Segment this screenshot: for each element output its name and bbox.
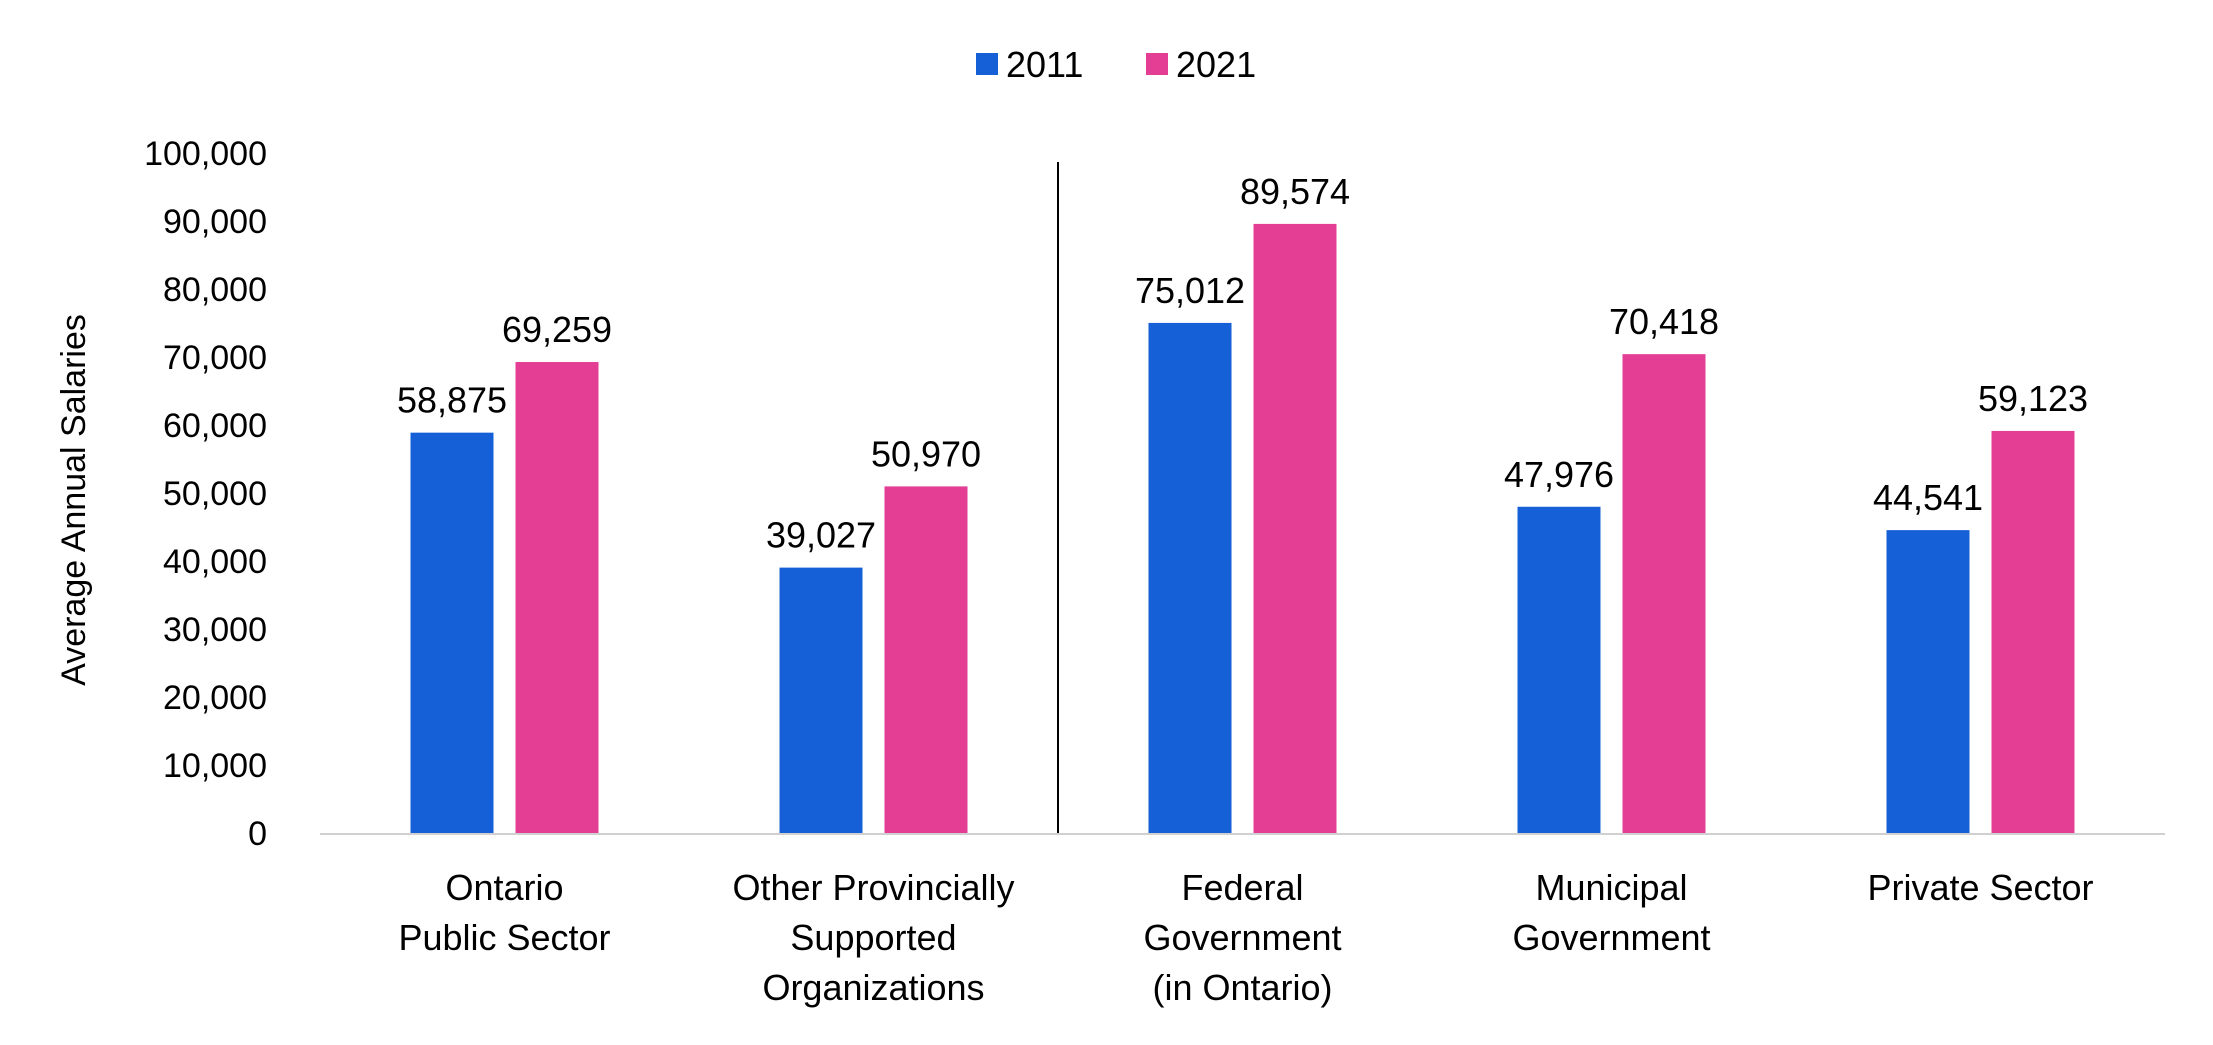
- y-tick-label: 70,000: [163, 339, 267, 377]
- x-category-label: Other Provincially Supported Organizations: [732, 867, 1014, 1008]
- y-tick-label: 30,000: [163, 611, 267, 649]
- x-category-label-line: Municipal: [1535, 867, 1687, 908]
- data-label: 70,418: [1609, 301, 1719, 342]
- x-category-label-line: Private Sector: [1867, 867, 2093, 908]
- data-label: 47,976: [1504, 454, 1614, 495]
- legend-label-2021: 2021: [1176, 44, 1256, 85]
- bar-2021: [1253, 223, 1337, 834]
- bar-2011: [1148, 322, 1232, 833]
- bars: [410, 223, 2075, 834]
- y-axis-ticks: 0 10,000 20,000 30,000 40,000 50,000 60,000 70,…: [144, 135, 267, 853]
- x-category-label-line: (in Ontario): [1152, 967, 1332, 1008]
- bar-2011: [779, 567, 863, 833]
- x-category-label-line: Public Sector: [398, 917, 610, 958]
- x-category-label-line: Government: [1512, 917, 1710, 958]
- x-category-label-line: Other Provincially: [732, 867, 1014, 908]
- x-category-label: Federal Government (in Ontario): [1143, 867, 1341, 1008]
- data-label: 58,875: [397, 380, 507, 421]
- x-category-label: Ontario Public Sector: [398, 867, 610, 958]
- y-tick-label: 100,000: [144, 135, 267, 173]
- x-category-label-line: Ontario: [445, 867, 563, 908]
- data-label: 39,027: [766, 515, 876, 556]
- bar-2011: [1517, 506, 1601, 833]
- x-category-label: Private Sector: [1867, 867, 2093, 908]
- bar-2011: [410, 432, 494, 833]
- y-tick-label: 80,000: [163, 271, 267, 309]
- data-label: 50,970: [871, 433, 981, 474]
- bar-2011: [1886, 530, 1970, 833]
- legend-label-2011: 2011: [1006, 44, 1083, 85]
- y-tick-label: 10,000: [163, 747, 267, 785]
- x-category-label-line: Federal: [1181, 867, 1303, 908]
- x-category-label-line: Supported: [790, 917, 956, 958]
- y-axis-title: Average Annual Salaries: [55, 314, 93, 686]
- y-tick-label: 20,000: [163, 679, 267, 717]
- y-tick-label: 40,000: [163, 543, 267, 581]
- y-tick-label: 0: [248, 815, 267, 853]
- legend: 2011 2021: [976, 44, 1256, 85]
- y-tick-label: 60,000: [163, 407, 267, 445]
- data-label: 44,541: [1873, 477, 1983, 518]
- x-category-label-line: Government: [1143, 917, 1341, 958]
- x-category-label-line: Organizations: [762, 967, 984, 1008]
- bar-2021: [515, 362, 599, 833]
- bar-2021: [884, 486, 968, 833]
- bar-2021: [1622, 354, 1706, 833]
- bar-2021: [1991, 430, 2075, 833]
- data-label: 75,012: [1135, 270, 1245, 311]
- legend-swatch-2011: [976, 53, 998, 75]
- x-category-label: Municipal Government: [1512, 867, 1710, 958]
- data-labels: 58,875 69,259 39,027 50,970 75,012 89,574 47,9…: [397, 171, 2088, 556]
- y-tick-label: 50,000: [163, 475, 267, 513]
- legend-swatch-2021: [1146, 53, 1168, 75]
- data-label: 69,259: [502, 309, 612, 350]
- y-tick-label: 90,000: [163, 203, 267, 241]
- data-label: 89,574: [1240, 171, 1350, 212]
- data-label: 59,123: [1978, 378, 2088, 419]
- category-labels: Ontario Public Sector Other Provincially Su…: [398, 867, 2093, 1008]
